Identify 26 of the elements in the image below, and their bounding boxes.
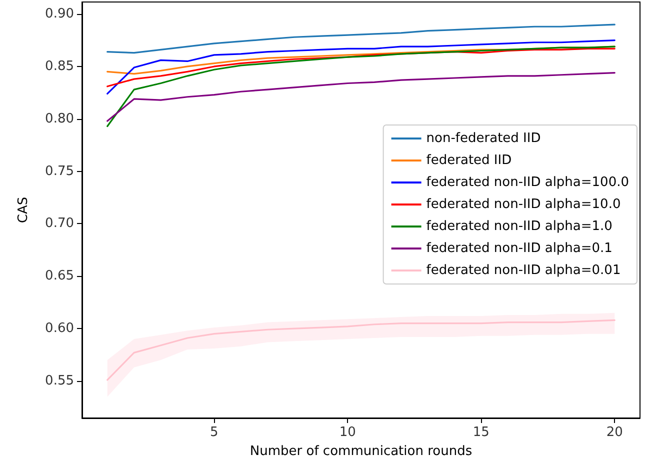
line-series	[106, 319, 616, 381]
legend-label: federated non-IID alpha=10.0	[426, 197, 621, 212]
x-tick-label: 20	[606, 425, 623, 440]
y-tick-label: 0.65	[45, 268, 74, 284]
legend-label: federated IID	[426, 153, 512, 168]
x-tick-label: 5	[210, 425, 218, 440]
x-tick-label: 10	[339, 425, 356, 440]
y-tick-label: 0.55	[45, 373, 74, 388]
line-series	[106, 46, 616, 128]
legend-label: non-federated IID	[426, 131, 541, 146]
legend-label: federated non-IID alpha=100.0	[426, 175, 630, 190]
line-series	[106, 24, 616, 54]
y-tick-label: 0.80	[45, 111, 74, 126]
y-tick-label: 0.60	[45, 321, 74, 336]
x-axis-title: Number of communication rounds	[250, 444, 472, 459]
legend-label: federated non-IID alpha=0.1	[426, 241, 612, 256]
y-tick-label: 0.90	[45, 6, 74, 22]
y-tick-label: 0.85	[45, 58, 74, 74]
x-tick-label: 15	[472, 425, 490, 440]
y-tick-label: 0.70	[45, 216, 74, 232]
legend-label: federated non-IID alpha=1.0	[426, 219, 612, 234]
line-series	[106, 39, 616, 95]
y-tick-label: 0.75	[45, 164, 74, 179]
legend-label: federated non-IID alpha=0.01	[426, 263, 621, 278]
y-axis-title: CAS	[16, 196, 31, 224]
line-series	[106, 72, 616, 122]
